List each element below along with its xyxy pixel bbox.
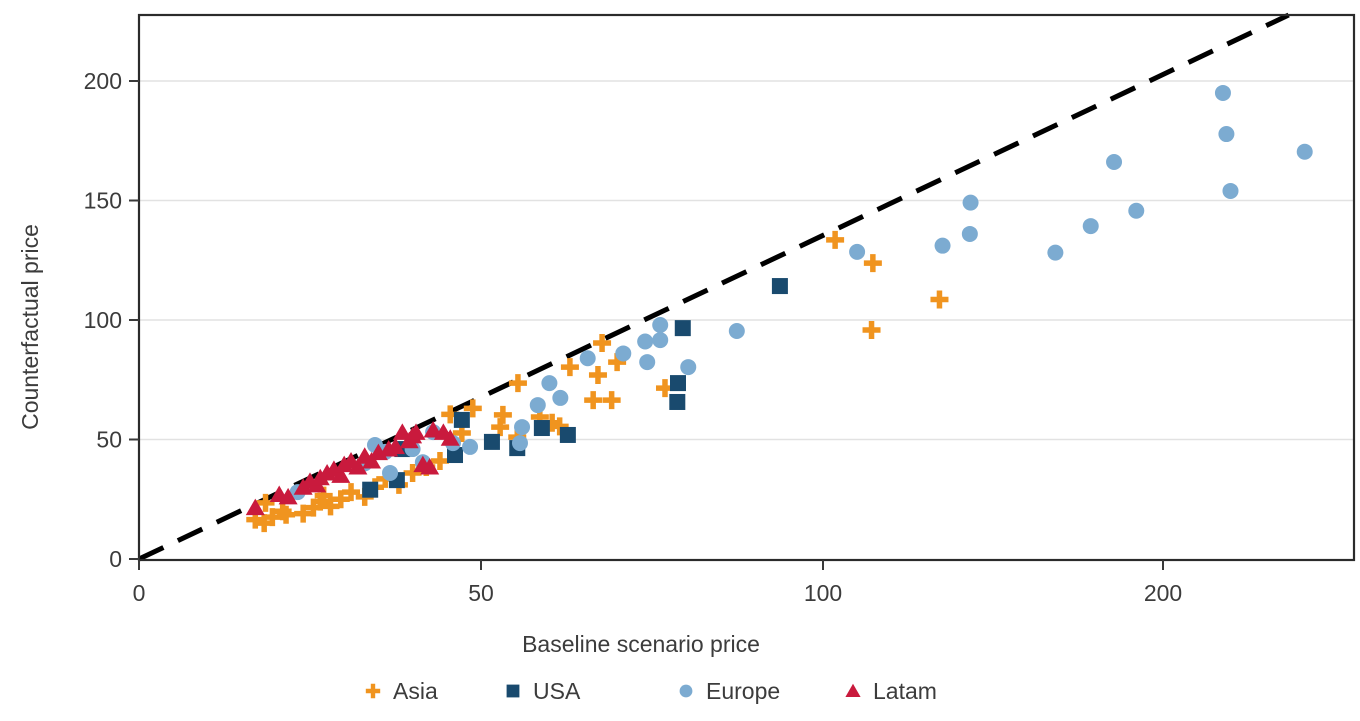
point-usa	[533, 420, 550, 437]
point-europe	[541, 375, 558, 392]
point-usa	[669, 393, 686, 410]
point-asia	[863, 254, 882, 273]
y-tick-label: 50	[96, 427, 122, 453]
point-europe	[639, 354, 656, 371]
point-usa	[771, 278, 788, 295]
legend: Asia USA Europe Latam	[365, 678, 937, 704]
y-tick-label: 100	[84, 307, 122, 333]
point-europe	[961, 225, 978, 242]
point-latam	[245, 498, 265, 516]
point-latam	[278, 487, 298, 505]
point-latam	[331, 466, 351, 483]
legend-marker-usa	[506, 684, 520, 698]
point-europe	[652, 317, 669, 334]
legend-marker-latam	[845, 683, 861, 697]
point-europe	[1218, 126, 1235, 143]
point-usa	[447, 447, 464, 464]
y-tick-label: 0	[109, 546, 122, 572]
legend-item-asia: Asia	[365, 678, 438, 704]
x-tick-label: 50	[468, 580, 494, 606]
point-europe	[552, 389, 569, 406]
point-europe	[849, 243, 866, 260]
point-asia	[588, 365, 607, 384]
point-asia	[463, 399, 482, 418]
data-points-layer	[245, 84, 1313, 533]
plot-border	[137, 13, 1356, 562]
point-usa	[453, 411, 470, 428]
point-asia	[593, 333, 612, 352]
x-tick-label: 100	[804, 580, 842, 606]
point-latam	[406, 423, 426, 440]
point-asia	[550, 417, 569, 436]
y-axis-label: Counterfactual price	[17, 224, 43, 430]
legend-label: USA	[533, 678, 581, 704]
gridlines-layer	[139, 80, 1354, 441]
point-europe	[579, 350, 596, 367]
point-europe	[1296, 143, 1313, 160]
point-europe	[1106, 154, 1123, 171]
legend-label: Europe	[706, 678, 780, 704]
point-asia	[584, 391, 603, 410]
point-asia	[256, 493, 275, 512]
point-europe	[680, 359, 697, 376]
point-europe	[382, 464, 399, 481]
point-latam	[362, 452, 382, 469]
point-europe	[529, 397, 546, 414]
legend-label: Asia	[393, 678, 438, 704]
point-asia	[493, 405, 512, 424]
x-axis-label: Baseline scenario price	[522, 631, 760, 657]
point-europe	[462, 438, 479, 455]
point-europe	[637, 333, 654, 350]
point-asia	[862, 321, 881, 340]
legend-item-europe: Europe	[679, 678, 780, 704]
point-latam	[348, 457, 368, 475]
point-usa	[559, 426, 576, 443]
legend-item-latam: Latam	[845, 678, 937, 704]
point-latam	[420, 457, 440, 475]
legend-item-usa: USA	[506, 678, 581, 704]
point-latam	[440, 429, 460, 446]
plot-frame-layer	[137, 13, 1356, 562]
point-europe	[962, 194, 979, 211]
point-europe	[514, 419, 531, 436]
legend-marker-asia	[365, 683, 381, 699]
point-europe	[1214, 84, 1231, 101]
point-asia	[342, 483, 361, 502]
point-usa	[674, 320, 691, 337]
point-europe	[1047, 244, 1064, 261]
point-europe	[728, 322, 745, 339]
point-usa	[669, 375, 686, 392]
point-europe	[1082, 218, 1099, 235]
point-europe	[615, 345, 632, 362]
x-tick-label: 0	[133, 580, 146, 606]
point-asia	[331, 490, 350, 509]
legend-marker-europe	[679, 684, 693, 698]
point-asia	[294, 504, 313, 523]
point-europe	[1128, 202, 1145, 219]
axis-ticks-layer: 0 50 100 200 0 50 100 150 200	[84, 68, 1183, 606]
y-tick-label: 200	[84, 68, 122, 94]
point-asia	[826, 230, 845, 249]
point-asia	[321, 497, 340, 516]
point-europe	[652, 332, 669, 349]
point-europe	[1222, 182, 1239, 199]
point-asia	[403, 463, 422, 482]
point-asia	[273, 502, 292, 521]
legend-label: Latam	[873, 678, 937, 704]
point-asia	[602, 391, 621, 410]
point-latam	[386, 437, 405, 455]
point-asia	[430, 452, 449, 471]
point-usa	[362, 481, 379, 498]
point-europe	[934, 237, 951, 254]
point-europe	[511, 435, 528, 452]
x-tick-label: 200	[1144, 580, 1182, 606]
y-tick-label: 150	[84, 188, 122, 214]
point-usa	[483, 433, 500, 450]
point-asia	[560, 358, 579, 377]
point-asia	[508, 374, 527, 393]
point-asia	[930, 290, 949, 309]
